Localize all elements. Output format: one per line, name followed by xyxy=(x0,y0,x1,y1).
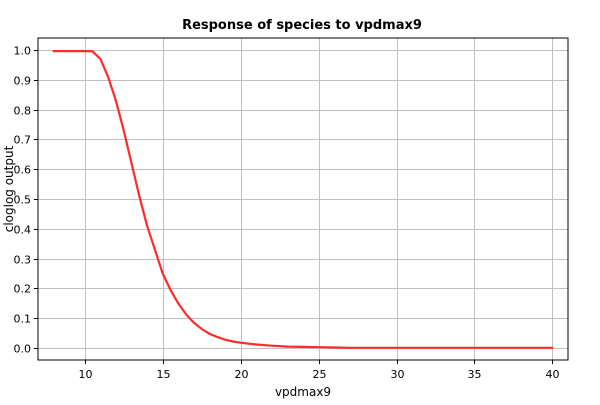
y-tick-label: 0.4 xyxy=(14,224,32,237)
tick-layer: 10 15 20 25 30 35 40 0.0 0.1 0.2 0.3 0.4 0.5 0.6 0.7 0.… xyxy=(14,45,560,382)
x-tick-label: 35 xyxy=(468,368,482,381)
series-layer xyxy=(52,49,554,349)
y-tick-label: 0.6 xyxy=(14,164,32,177)
y-axis-label: cloglog output xyxy=(2,145,16,232)
x-axis-label: vpdmax9 xyxy=(275,385,331,399)
response-curve xyxy=(52,49,554,349)
y-tick-label: 0.7 xyxy=(14,134,32,147)
x-tick-label: 20 xyxy=(235,368,249,381)
x-tick-label: 30 xyxy=(391,368,405,381)
y-tick-label: 0.8 xyxy=(14,105,32,118)
x-tick-label: 40 xyxy=(546,368,560,381)
grid-lines xyxy=(38,38,568,360)
x-tick-label: 25 xyxy=(313,368,327,381)
y-tick-label: 1.0 xyxy=(14,45,32,58)
y-tick-label: 0.3 xyxy=(14,254,32,267)
y-tick-label: 0.5 xyxy=(14,194,32,207)
x-tick-label: 15 xyxy=(157,368,171,381)
chart-title: Response of species to vpdmax9 xyxy=(182,18,422,33)
y-tick-label: 0.1 xyxy=(14,313,32,326)
y-tick-label: 0.0 xyxy=(14,343,32,356)
y-tick-label: 0.9 xyxy=(14,75,32,88)
x-tick-label: 10 xyxy=(79,368,93,381)
y-tick-label: 0.2 xyxy=(14,283,32,296)
